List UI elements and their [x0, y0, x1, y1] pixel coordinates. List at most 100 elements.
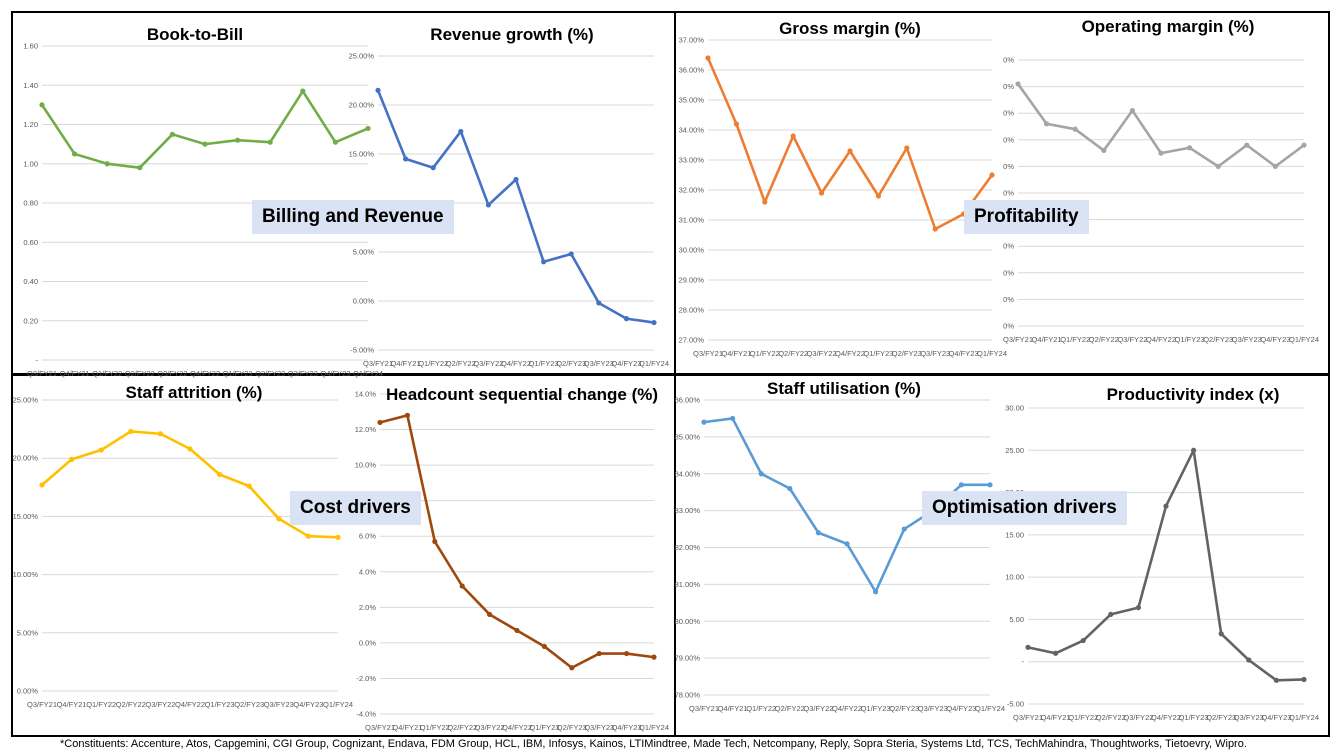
x-tick-label: Q4/FY22	[832, 704, 862, 713]
x-tick-label: Q3/FY22	[475, 723, 505, 732]
data-point	[430, 165, 436, 171]
chart-gross-margin: 37.00% 36.00% 35.00% 34.00% 33.00% 32.00% 31.0…	[679, 19, 1007, 358]
x-tick-label: Q3/FY21	[363, 359, 393, 368]
x-tick-label: Q2/FY23	[1203, 335, 1233, 344]
y-tick-label: 15.00%	[13, 512, 39, 521]
data-point	[901, 526, 907, 532]
data-point	[958, 482, 964, 488]
data-point	[1215, 163, 1221, 169]
x-tick-label: Q4/FY21	[718, 704, 748, 713]
data-point	[137, 165, 143, 171]
x-tick-label: Q3/FY21	[693, 349, 723, 358]
x-tick-label: Q4/FY22	[1151, 713, 1181, 722]
y-tick-label: 1.20	[23, 120, 38, 129]
y-tick-label: 25.00%	[349, 52, 375, 61]
x-tick-label: Q1/FY22	[420, 723, 450, 732]
panel-optimisation-drivers	[674, 373, 1330, 737]
data-point	[217, 471, 223, 478]
x-tick-label: Q2/FY22	[447, 723, 477, 732]
constituents-footnote: *Constituents: Accenture, Atos, Capgemin…	[60, 738, 1247, 750]
series-line	[706, 56, 994, 231]
x-tick-label: Q2/FY22	[125, 369, 155, 378]
data-point	[1025, 644, 1031, 650]
y-tick-label: 4.0%	[359, 567, 376, 576]
data-point	[432, 538, 438, 545]
data-point	[459, 583, 465, 589]
y-tick-label: 0%	[1003, 109, 1014, 118]
data-point	[246, 483, 252, 489]
x-tick-label: Q2/FY22	[1089, 335, 1119, 344]
x-tick-label: Q3/FY22	[803, 704, 833, 713]
x-tick-label: Q1/FY24	[639, 359, 669, 368]
section-label-profitability: Profitability	[964, 200, 1089, 234]
data-point	[844, 541, 850, 547]
y-tick-label: 0%	[1003, 135, 1014, 144]
x-tick-label: Q2/FY22	[116, 700, 146, 709]
x-tick-label: Q1/FY23	[529, 723, 559, 732]
x-tick-label: Q3/FY22	[1117, 335, 1147, 344]
data-point	[932, 226, 938, 232]
y-tick-label: 14.0%	[355, 390, 377, 399]
y-tick-label: 83.00%	[675, 506, 701, 515]
chart-staff-utilisation: 86.00% 85.00% 84.00% 83.00% 82.00% 81.00% 80.0…	[675, 379, 1005, 713]
x-tick-label: Q3/FY22	[1123, 713, 1153, 722]
x-tick-label: Q4/FY22	[1146, 335, 1176, 344]
y-tick-label: 0.0%	[359, 638, 376, 647]
data-point	[847, 148, 853, 154]
y-tick-label: 5.00%	[17, 628, 39, 637]
y-tick-label: 25.00%	[13, 396, 39, 405]
chart-title: Book-to-Bill	[147, 25, 243, 44]
x-tick-label: Q4/FY23	[293, 700, 323, 709]
y-tick-label: 1.40	[23, 81, 38, 90]
chart-title: Gross margin (%)	[779, 19, 921, 38]
y-tick-label: 20.00%	[349, 101, 375, 110]
y-tick-label: 81.00%	[675, 580, 701, 589]
data-point	[1246, 657, 1252, 663]
series-line	[1026, 448, 1306, 682]
data-point	[1158, 150, 1164, 156]
data-point	[104, 161, 110, 167]
x-tick-label: Q1/FY23	[205, 700, 235, 709]
data-point	[1129, 107, 1135, 114]
data-point	[787, 485, 793, 492]
data-point	[69, 456, 75, 462]
y-tick-label: 0%	[1003, 189, 1014, 198]
data-point	[513, 176, 519, 183]
x-tick-label: Q4/FY23	[946, 704, 976, 713]
y-tick-label: 0%	[1003, 268, 1014, 277]
y-tick-label: 0.60	[23, 238, 38, 247]
y-tick-label: -5.00	[1007, 700, 1024, 709]
y-tick-label: 28.00%	[679, 306, 705, 315]
chart-title: Headcount sequential change (%)	[386, 385, 658, 404]
data-point	[1080, 637, 1086, 644]
y-tick-label: 86.00%	[675, 396, 701, 405]
chart-book-to-bill: 1.60 1.40 1.20 1.00 0.80 0.60 0.40 0.20 - Q3/FY21…	[23, 25, 383, 378]
chart-headcount-change: 14.0%12.0%10.0%8.0%6.0%4.0%2.0%0.0%-2.0%…	[355, 385, 669, 732]
x-tick-label: Q1/FY24	[639, 723, 669, 732]
x-tick-label: Q4/FY23	[1261, 713, 1291, 722]
data-point	[1101, 147, 1107, 154]
x-tick-label: Q4/FY23	[612, 723, 642, 732]
section-label-optimisation-drivers: Optimisation drivers	[922, 491, 1127, 525]
data-point	[790, 133, 796, 139]
x-tick-label: Q2/FY22	[775, 704, 805, 713]
x-tick-label: Q3/FY23	[288, 369, 318, 378]
data-point	[157, 431, 163, 437]
x-tick-label: Q2/FY23	[892, 349, 922, 358]
data-point	[458, 128, 464, 135]
y-tick-label: 0%	[1003, 162, 1014, 171]
data-point	[128, 428, 134, 435]
x-tick-label: Q2/FY22	[446, 359, 476, 368]
data-point	[762, 199, 768, 205]
data-point	[815, 530, 821, 536]
data-point	[875, 193, 881, 199]
x-tick-label: Q1/FY22	[1068, 713, 1098, 722]
data-point	[1163, 503, 1169, 509]
data-point	[1015, 81, 1021, 87]
data-point	[514, 627, 520, 634]
y-tick-label: 0.80	[23, 199, 38, 208]
data-point	[404, 412, 410, 418]
x-tick-label: Q1/FY22	[1060, 335, 1090, 344]
y-tick-label: 5.00%	[353, 248, 375, 257]
y-tick-label: 0%	[1003, 242, 1014, 251]
